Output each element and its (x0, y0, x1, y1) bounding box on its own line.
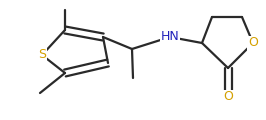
Text: HN: HN (161, 30, 179, 44)
Text: O: O (248, 36, 258, 49)
Text: O: O (223, 90, 233, 103)
Text: S: S (38, 48, 46, 61)
